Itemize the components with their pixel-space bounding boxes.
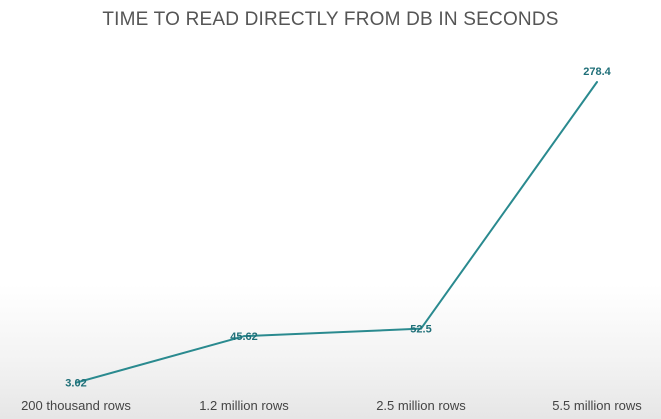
data-point [243, 335, 245, 338]
x-tick-label: 5.5 million rows [552, 398, 642, 413]
x-tick-label: 1.2 million rows [199, 398, 289, 413]
data-label: 45.62 [230, 331, 258, 343]
chart-title: TIME TO READ DIRECTLY FROM DB IN SECONDS [102, 9, 559, 30]
data-label: 278.4 [583, 66, 611, 78]
x-tick-label: 2.5 million rows [376, 398, 466, 413]
data-label: 3.02 [65, 378, 86, 390]
data-point [75, 381, 77, 384]
series-line [75, 81, 598, 384]
data-point [420, 327, 422, 330]
data-point [596, 81, 598, 83]
data-label: 52.5 [410, 324, 431, 336]
x-tick-label: 200 thousand rows [21, 398, 131, 413]
